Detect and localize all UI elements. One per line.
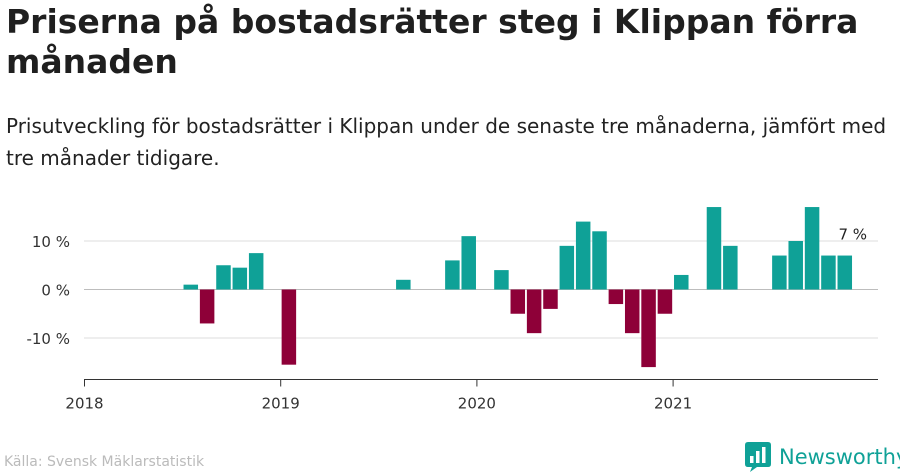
newsworthy-logo: Newsworthy — [745, 442, 900, 472]
bar — [641, 289, 656, 368]
x-tick-label: 2019 — [262, 395, 300, 413]
x-tick-label: 2021 — [654, 395, 692, 413]
bar — [396, 279, 411, 290]
bar — [608, 289, 624, 305]
bar — [804, 207, 820, 290]
source-credit: Källa: Svensk Mäklarstatistik — [4, 454, 205, 470]
bar — [624, 289, 640, 334]
bar — [232, 267, 248, 290]
bar — [526, 289, 542, 334]
bar — [772, 255, 787, 290]
bar — [445, 260, 460, 290]
bar — [674, 274, 689, 290]
bar — [461, 236, 476, 290]
y-tick-label: 0 % — [41, 282, 70, 300]
bar — [723, 245, 738, 290]
bar — [543, 289, 558, 309]
bar — [592, 231, 607, 290]
bar — [788, 241, 803, 290]
newsworthy-icon — [745, 442, 771, 472]
chart-subtitle: Prisutveckling för bostadsrätter i Klipp… — [6, 114, 887, 170]
y-tick-label: 10 % — [32, 233, 70, 251]
brand-name: Newsworthy — [779, 445, 900, 469]
bar — [199, 289, 215, 324]
y-tick-label: -10 % — [26, 330, 70, 348]
bar — [559, 245, 575, 290]
x-tick-label: 2018 — [65, 395, 103, 413]
bar — [657, 289, 673, 314]
bar — [494, 270, 509, 290]
bar — [281, 289, 297, 365]
x-tick-label: 2020 — [458, 395, 496, 413]
bar — [248, 253, 264, 290]
bar — [183, 284, 199, 290]
bar — [837, 255, 853, 290]
bar — [575, 221, 591, 290]
bar — [821, 255, 836, 290]
annotation-label: 7 % — [838, 226, 867, 244]
bar — [706, 207, 722, 290]
bar — [216, 265, 231, 290]
chart-title: Priserna på bostadsrätter steg i Klippan… — [6, 2, 859, 81]
bar — [510, 289, 526, 314]
